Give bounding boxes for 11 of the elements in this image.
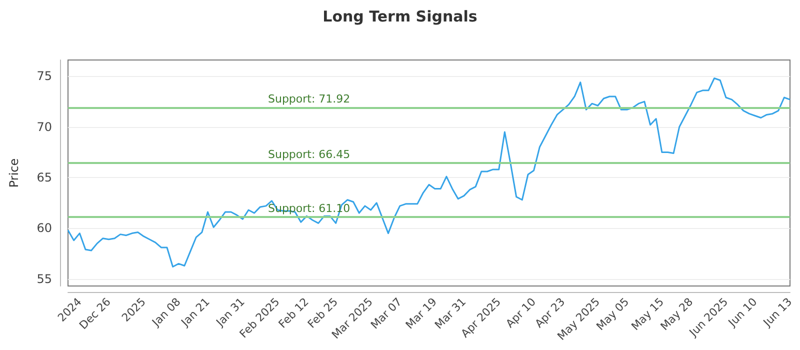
y-axis-title: Price xyxy=(7,158,21,188)
y-tick-label: 65 xyxy=(36,170,52,185)
chart-title: Long Term Signals xyxy=(322,8,478,26)
y-tick-label: 70 xyxy=(36,120,52,134)
y-tick-label: 60 xyxy=(36,221,52,236)
ref-line-label: Support: 71.92 xyxy=(268,92,350,106)
ref-line-label: Support: 66.45 xyxy=(268,148,350,161)
x-tick-label: Jun 13 xyxy=(760,295,795,330)
y-tick-label: 75 xyxy=(36,69,52,84)
y-tick-label: 55 xyxy=(36,272,52,286)
line-series xyxy=(67,77,791,268)
